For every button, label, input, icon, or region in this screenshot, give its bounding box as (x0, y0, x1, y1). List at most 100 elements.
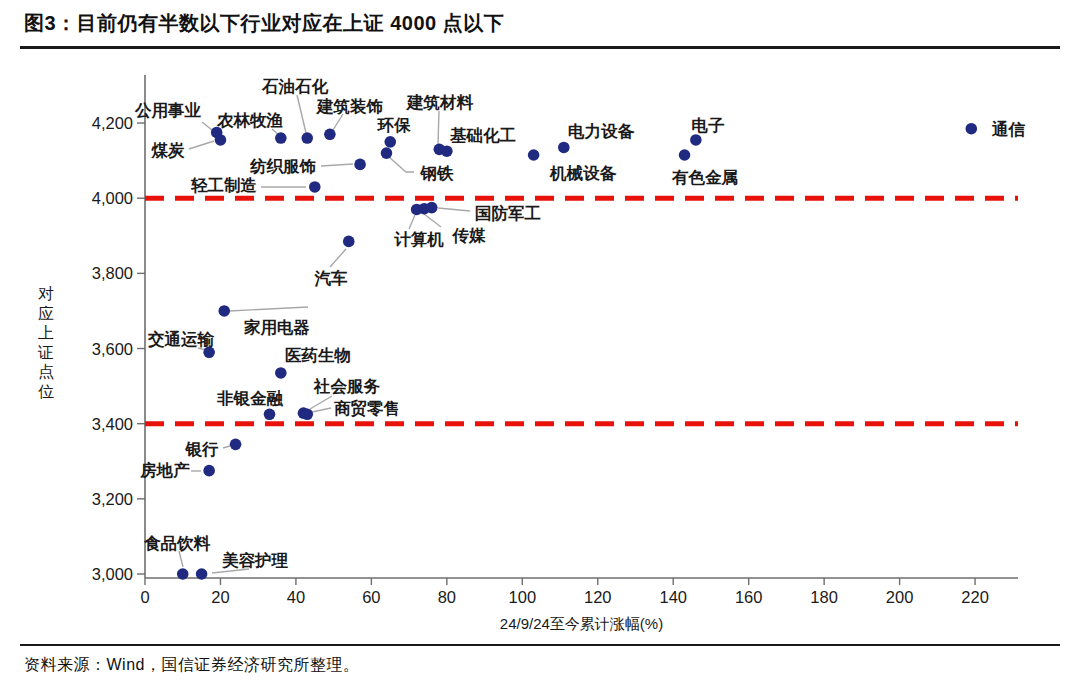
y-axis-title-char: 证 (37, 344, 54, 361)
x-tick-label: 160 (735, 588, 763, 606)
point-label: 家用电器 (243, 318, 310, 336)
point-label: 纺织服饰 (249, 157, 316, 175)
x-tick-label: 20 (211, 588, 229, 606)
point-label: 银行 (185, 440, 220, 458)
y-tick-label: 3,200 (92, 490, 133, 508)
x-tick-label: 140 (659, 588, 687, 606)
data-point (301, 408, 313, 420)
y-tick-label: 4,200 (92, 114, 133, 132)
data-point (381, 147, 393, 159)
leader-line (312, 408, 331, 412)
x-tick-label: 80 (438, 588, 456, 606)
data-point (679, 149, 691, 161)
data-point (301, 132, 313, 144)
point-label: 建筑材料 (406, 93, 474, 111)
data-point (411, 204, 423, 216)
leader-line (424, 214, 441, 227)
leader-line (321, 164, 353, 166)
point-label: 电子 (692, 116, 726, 134)
leader-line (409, 215, 415, 229)
leader-line (438, 208, 470, 211)
industry-scatter-chart: 3,000 3,200 3,400 3,600 3,800 4,000 4,200 0 20 40… (0, 0, 1080, 695)
point-label: 建筑装饰 (316, 97, 383, 115)
point-label: 轻工制造 (190, 176, 258, 194)
y-tick-label: 3,800 (92, 264, 133, 282)
point-label: 国防军工 (475, 204, 541, 222)
data-point (528, 149, 540, 161)
data-point (203, 346, 215, 358)
data-point (215, 134, 227, 146)
leader-line (310, 396, 332, 409)
leader-line (330, 249, 346, 267)
y-axis-title-char: 对 (38, 285, 54, 302)
leader-line (179, 551, 183, 567)
point-label: 石油石化 (261, 77, 329, 95)
point-label: 商贸零售 (334, 399, 400, 418)
leader-line (189, 141, 214, 149)
leader-line (223, 446, 230, 448)
x-tick-label: 220 (961, 588, 989, 606)
data-point (275, 367, 287, 379)
y-axis-title-char: 点 (38, 363, 54, 380)
leader-line (202, 122, 212, 130)
data-point (275, 132, 287, 144)
x-tick-label: 120 (584, 588, 612, 606)
data-point (203, 465, 215, 477)
point-label: 环保 (377, 116, 412, 134)
x-tick-label: 180 (810, 588, 838, 606)
data-point (441, 145, 453, 157)
y-tick-label: 3,600 (92, 340, 133, 358)
point-label: 汽车 (314, 269, 349, 287)
point-label: 基础化工 (449, 126, 516, 144)
point-label: 煤炭 (151, 141, 186, 159)
point-label: 美容护理 (221, 551, 289, 569)
x-tick-label: 100 (509, 588, 537, 606)
point-label: 农林牧渔 (216, 111, 283, 129)
data-point (218, 305, 230, 317)
data-point (690, 134, 702, 146)
point-label: 钢铁 (420, 164, 455, 182)
y-tick-label: 4,000 (92, 189, 133, 207)
x-tick-label: 60 (362, 588, 380, 606)
point-label: 传媒 (452, 226, 487, 245)
leader-line (389, 157, 414, 172)
data-point (324, 129, 336, 141)
x-tick-label: 0 (140, 588, 149, 606)
x-tick-label: 200 (886, 588, 914, 606)
point-label: 机械设备 (549, 164, 618, 182)
data-point (309, 181, 321, 193)
point-label: 房地产 (139, 461, 190, 479)
leader-line (229, 307, 308, 311)
point-label: 交通运输 (147, 330, 215, 348)
y-axis-title-char: 上 (38, 324, 54, 341)
point-label: 计算机 (393, 230, 444, 248)
point-label: 医药生物 (285, 346, 351, 364)
leader-line (297, 95, 306, 133)
y-tick-label: 3,000 (92, 565, 133, 583)
y-axis-title-char: 位 (38, 383, 54, 400)
data-point (177, 568, 189, 580)
point-label: 非银金融 (217, 389, 284, 407)
point-label: 食品饮料 (143, 534, 211, 552)
leader-line (333, 114, 343, 130)
data-point (196, 568, 208, 580)
point-label: 社会服务 (313, 377, 381, 395)
point-label: 通信 (991, 120, 1026, 138)
x-axis-title: 24/9/24至今累计涨幅(%) (500, 615, 663, 632)
y-tick-label: 3,400 (92, 415, 133, 433)
figure-source: 资料来源：Wind，国信证券经济研究所整理。 (24, 655, 359, 676)
data-point (230, 439, 242, 451)
data-point (343, 236, 355, 248)
data-point (354, 159, 366, 171)
source-divider (20, 644, 1060, 646)
x-tick-label: 40 (287, 588, 305, 606)
data-point (965, 123, 977, 135)
point-label: 公用事业 (134, 101, 202, 119)
point-label: 电力设备 (568, 122, 636, 140)
data-point (264, 408, 276, 420)
data-point (384, 136, 396, 148)
y-axis-title-char: 应 (38, 305, 54, 322)
data-point (558, 142, 570, 154)
leader-line (212, 569, 249, 573)
leader-line (438, 111, 439, 144)
